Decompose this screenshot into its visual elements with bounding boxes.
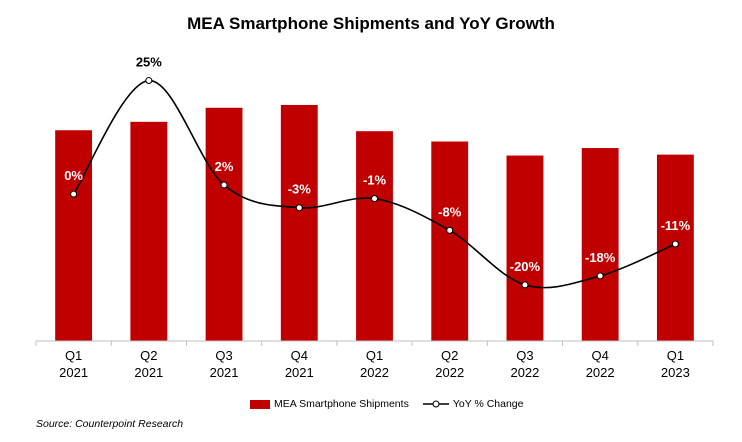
x-tick-label: Q1 bbox=[366, 348, 383, 363]
bar-7 bbox=[581, 148, 619, 341]
x-tick-label: Q1 bbox=[667, 348, 684, 363]
x-tick-label: 2022 bbox=[510, 365, 539, 380]
bar-6 bbox=[506, 155, 544, 341]
bar-0 bbox=[55, 130, 93, 341]
yoy-data-label: 2% bbox=[215, 159, 234, 174]
chart-title: MEA Smartphone Shipments and YoY Growth bbox=[187, 14, 555, 33]
legend-item-shipments: MEA Smartphone Shipments bbox=[250, 398, 409, 410]
x-tick-label: Q4 bbox=[591, 348, 608, 363]
x-tick-label: Q3 bbox=[516, 348, 533, 363]
x-tick-label: Q1 bbox=[65, 348, 82, 363]
yoy-data-label: 0% bbox=[64, 168, 83, 183]
yoy-point-1 bbox=[145, 77, 153, 85]
yoy-data-label: -3% bbox=[288, 182, 312, 197]
yoy-point-4 bbox=[371, 195, 378, 203]
x-tick-label: 2022 bbox=[586, 365, 615, 380]
legend-line-marker bbox=[422, 400, 449, 408]
bar-3 bbox=[280, 104, 318, 342]
legend-label-shipments: MEA Smartphone Shipments bbox=[274, 398, 409, 410]
x-tick-label: 2021 bbox=[59, 365, 88, 380]
yoy-line bbox=[72, 79, 676, 289]
yoy-data-label: -20% bbox=[510, 259, 541, 274]
tick-layer: Q1 2021 Q2 2021 Q3 2021 Q4 2021 Q1 2022 Q2 2022 Q3 20… bbox=[35, 341, 714, 380]
x-tick-label: 2023 bbox=[661, 365, 690, 380]
yoy-point-3 bbox=[295, 204, 303, 212]
bar-4 bbox=[356, 131, 393, 341]
x-tick-label: 2021 bbox=[134, 365, 163, 380]
bar-8 bbox=[656, 154, 694, 341]
yoy-point-0 bbox=[70, 190, 78, 198]
yoy-data-label: -8% bbox=[438, 204, 462, 219]
yoy-data-label: -11% bbox=[661, 218, 691, 233]
x-tick-label: Q4 bbox=[291, 348, 308, 363]
legend-item-yoy: YoY % Change bbox=[422, 398, 524, 410]
line-layer bbox=[70, 77, 679, 289]
legend: MEA Smartphone Shipments YoY % Change bbox=[250, 398, 523, 410]
yoy-data-label: -18% bbox=[585, 250, 616, 265]
yoy-data-label: -1% bbox=[363, 173, 387, 188]
yoy-point-2 bbox=[220, 181, 228, 189]
yoy-point-5 bbox=[446, 226, 454, 234]
yoy-point-8 bbox=[671, 240, 679, 248]
bar-1 bbox=[130, 121, 168, 341]
x-tick-label: 2022 bbox=[435, 365, 464, 380]
x-tick-label: Q3 bbox=[215, 348, 232, 363]
x-tick-label: Q2 bbox=[441, 348, 458, 363]
yoy-point-7 bbox=[596, 272, 604, 280]
data-labels-layer: 0% 25% 2% -3% -1% -8% -20% -18% -11% bbox=[64, 55, 690, 274]
yoy-point-6 bbox=[521, 281, 529, 289]
x-tick-label: 2022 bbox=[360, 365, 389, 380]
bar-5 bbox=[431, 141, 469, 341]
legend-bar-swatch bbox=[250, 399, 270, 409]
bar-2 bbox=[205, 107, 243, 342]
x-tick-label: 2021 bbox=[285, 365, 314, 380]
legend-label-yoy: YoY % Change bbox=[452, 398, 524, 410]
yoy-data-label: 25% bbox=[136, 55, 162, 70]
source-note: Source: Counterpoint Research bbox=[36, 418, 184, 430]
x-tick-label: 2021 bbox=[210, 365, 239, 380]
bars-layer bbox=[55, 104, 694, 342]
x-tick-label: Q2 bbox=[140, 348, 157, 363]
